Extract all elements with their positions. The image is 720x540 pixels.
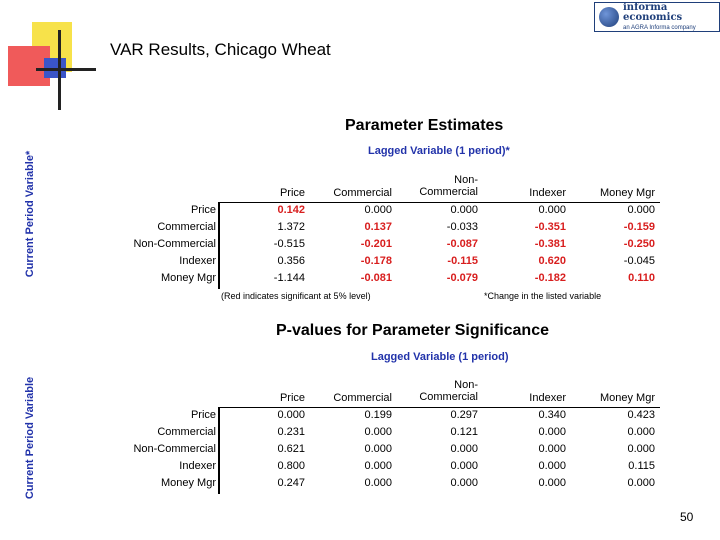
row-label: Non-Commercial <box>133 238 216 250</box>
logo-tagline: an AGRA Informa company <box>623 25 696 31</box>
column-header-noncommercial-1: Non- <box>454 174 478 186</box>
column-header-noncommercial-2: Commercial <box>419 391 478 403</box>
row-label: Indexer <box>179 255 216 267</box>
table-cell: -0.045 <box>623 255 655 267</box>
table-cell: 0.137 <box>364 221 392 233</box>
table-cell: 0.000 <box>538 204 566 216</box>
column-header-price: Price <box>279 392 305 404</box>
table-cell: 0.000 <box>364 204 392 216</box>
row-label: Indexer <box>179 460 216 472</box>
table-cell: 0.199 <box>364 409 392 421</box>
table-cell: 0.423 <box>627 409 655 421</box>
note-significance: (Red indicates significant at 5% level) <box>221 291 371 301</box>
table-cell: -0.087 <box>446 238 478 250</box>
table-cell: 0.000 <box>277 409 305 421</box>
table-cell: 0.000 <box>450 460 478 472</box>
row-label: Commercial <box>157 221 216 233</box>
decor-red-square <box>8 46 50 86</box>
table-cell: -0.182 <box>534 272 566 284</box>
table-cell: 0.000 <box>538 443 566 455</box>
table-cell: 0.000 <box>364 460 392 472</box>
table-cell: 0.115 <box>628 460 655 472</box>
table-cell: 0.000 <box>450 443 478 455</box>
column-header-money-mgr: Money Mgr <box>599 187 655 199</box>
table-cell: 0.000 <box>538 477 566 489</box>
table-cell: -0.351 <box>534 221 566 233</box>
table-cell: 0.142 <box>277 204 305 216</box>
table-cell: -0.178 <box>360 255 392 267</box>
table-cell: -0.201 <box>360 238 392 250</box>
company-logo: informa economics an AGRA Informa compan… <box>594 2 720 32</box>
page-number: 50 <box>680 510 694 524</box>
row-label: Price <box>190 409 216 421</box>
table-cell: 0.000 <box>538 426 566 438</box>
table-cell: 0.356 <box>277 255 305 267</box>
subtitle-pvalues: Lagged Variable (1 period) <box>371 351 509 363</box>
column-header-noncommercial-1: Non- <box>454 379 478 391</box>
table-cell: 0.297 <box>450 409 478 421</box>
table-cell: -0.250 <box>623 238 655 250</box>
column-header-price: Price <box>279 187 305 199</box>
table-cell: 0.000 <box>627 426 655 438</box>
table-cell: 0.000 <box>364 426 392 438</box>
label-divider <box>218 407 220 494</box>
side-label-pvalues: Current Period Variable <box>24 376 36 500</box>
row-label: Money Mgr <box>160 272 216 284</box>
column-header-indexer: Indexer <box>529 187 566 199</box>
decor-horizontal-line <box>36 68 96 71</box>
label-divider <box>218 202 220 289</box>
table-cell: -0.079 <box>446 272 478 284</box>
table-cell: -0.381 <box>534 238 566 250</box>
table-cell: -0.515 <box>273 238 305 250</box>
table-cell: 0.621 <box>277 443 305 455</box>
side-label-estimates: Current Period Variable* <box>24 150 36 278</box>
table-cell: 0.000 <box>364 477 392 489</box>
table-cell: 0.620 <box>538 255 566 267</box>
table-cell: 0.000 <box>627 443 655 455</box>
table-cell: 0.121 <box>450 426 478 438</box>
table-cell: -0.033 <box>446 221 478 233</box>
table-cell: 0.000 <box>538 460 566 472</box>
column-header-indexer: Indexer <box>529 392 566 404</box>
table-cell: -0.115 <box>447 255 478 267</box>
table-cell: 0.000 <box>627 477 655 489</box>
section-title-pvalues: P-values for Parameter Significance <box>276 322 549 339</box>
table-cell: -0.081 <box>360 272 392 284</box>
header-divider <box>218 407 660 408</box>
section-title-estimates: Parameter Estimates <box>345 117 504 134</box>
subtitle-estimates: Lagged Variable (1 period)* <box>368 145 510 157</box>
table-cell: 0.000 <box>450 204 478 216</box>
column-header-noncommercial-2: Commercial <box>419 186 478 198</box>
row-label: Money Mgr <box>160 477 216 489</box>
table-cell: 0.000 <box>627 204 655 216</box>
column-header-commercial: Commercial <box>333 392 392 404</box>
row-label: Price <box>190 204 216 216</box>
table-cell: -1.144 <box>273 272 305 284</box>
table-cell: 0.247 <box>277 477 305 489</box>
table-cell: -0.159 <box>623 221 655 233</box>
row-label: Non-Commercial <box>133 443 216 455</box>
header-divider <box>218 202 660 203</box>
table-cell: 0.110 <box>628 272 655 284</box>
column-header-commercial: Commercial <box>333 187 392 199</box>
note-change: *Change in the listed variable <box>484 291 602 301</box>
table-cell: 0.000 <box>450 477 478 489</box>
table-cell: 0.000 <box>364 443 392 455</box>
page-title: VAR Results, Chicago Wheat <box>110 40 331 59</box>
table-cell: 0.800 <box>277 460 305 472</box>
logo-name: informa economics <box>623 2 683 23</box>
globe-icon <box>599 7 619 27</box>
row-label: Commercial <box>157 426 216 438</box>
table-cell: 1.372 <box>277 221 305 233</box>
column-header-money-mgr: Money Mgr <box>599 392 655 404</box>
table-cell: 0.231 <box>277 426 305 438</box>
table-cell: 0.340 <box>538 409 566 421</box>
